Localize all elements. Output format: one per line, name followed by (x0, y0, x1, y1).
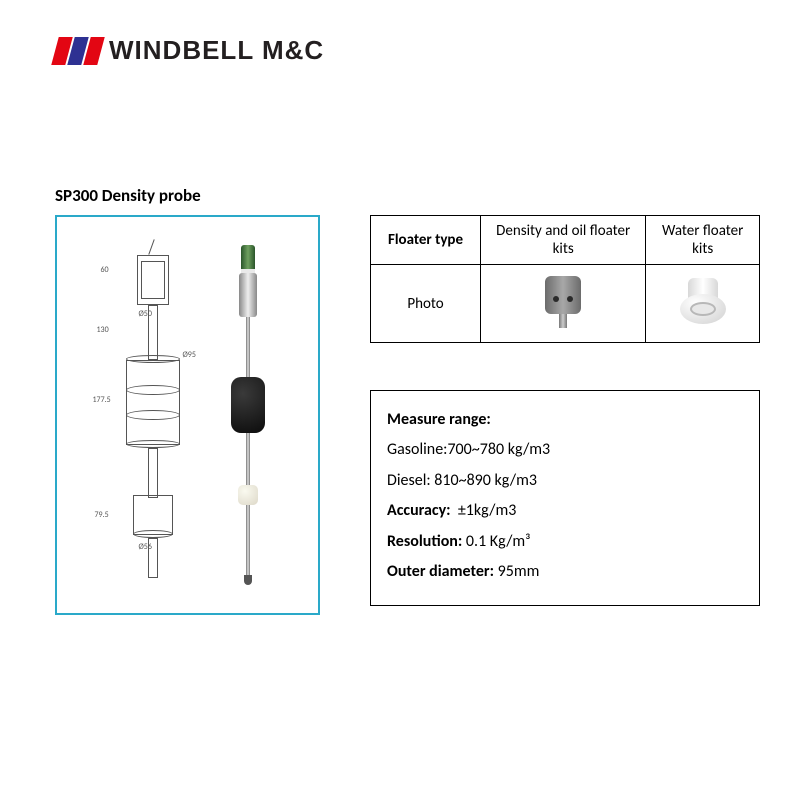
spec-outer-diameter: Outer diameter: 95mm (387, 557, 743, 587)
company-logo: WINDBELL M&C (55, 35, 324, 66)
density-floater-icon (545, 276, 581, 326)
measure-range-label: Measure range: (387, 405, 743, 435)
product-diagram-box: 60 130 177.5 79.5 Ø50 Ø95 Ø56 (55, 215, 320, 615)
water-floater-icon (680, 278, 726, 324)
dim-h79: 79.5 (95, 510, 109, 520)
specifications-box: Measure range: Gasoline:700~780 kg/m3 Di… (370, 390, 760, 606)
dim-h60: 60 (101, 265, 109, 275)
product-title: SP300 Density probe (55, 185, 201, 206)
spec-diesel: Diesel: 810~890 kg/m3 (387, 466, 743, 496)
technical-drawing: 60 130 177.5 79.5 Ø50 Ø95 Ø56 (103, 235, 203, 595)
spec-accuracy: Accuracy: ±1kg/m3 (387, 496, 743, 526)
spec-resolution: Resolution: 0.1 Kg/m³ (387, 527, 743, 557)
density-kit-photo-cell (481, 265, 646, 343)
table-row: Floater type Density and oil floater kit… (371, 216, 760, 265)
table-row: Photo (371, 265, 760, 343)
dim-d50: Ø50 (139, 309, 152, 319)
water-kit-header: Water floater kits (646, 216, 760, 265)
probe-photo (223, 235, 273, 595)
water-kit-photo-cell (646, 265, 760, 343)
photo-row-label: Photo (371, 265, 481, 343)
dim-d56: Ø56 (139, 542, 152, 552)
dim-h177: 177.5 (93, 395, 111, 405)
floater-type-header: Floater type (371, 216, 481, 265)
dim-h130: 130 (97, 325, 109, 335)
logo-text: WINDBELL M&C (109, 35, 324, 66)
density-kit-header: Density and oil floater kits (481, 216, 646, 265)
spec-gasoline: Gasoline:700~780 kg/m3 (387, 435, 743, 465)
logo-mark-icon (55, 37, 101, 65)
floater-type-table: Floater type Density and oil floater kit… (370, 215, 760, 343)
dim-d95: Ø95 (183, 350, 196, 360)
